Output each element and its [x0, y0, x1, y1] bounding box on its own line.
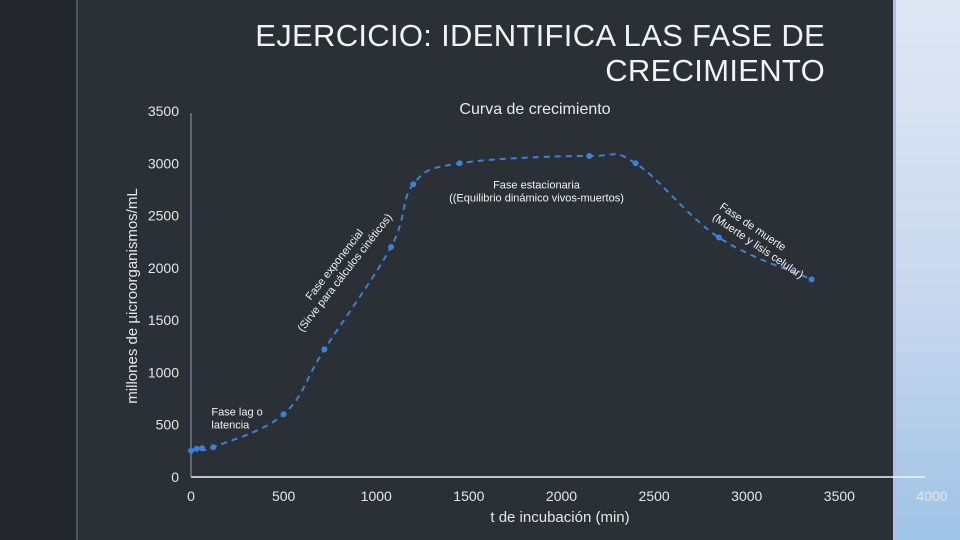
series-layer: [188, 152, 815, 454]
x-tick-label: 500: [272, 488, 296, 504]
slide-title: EJERCICIO: IDENTIFICA LAS FASE DE CRECIM…: [125, 18, 825, 88]
left-divider-line: [76, 0, 78, 540]
axis-layer: 0 500 1000 1500 2000 2500 3000 3500 0 500 1000 1500…: [148, 103, 948, 504]
data-point: [456, 160, 463, 167]
data-point: [193, 445, 200, 452]
data-point: [199, 445, 206, 452]
y-tick-label: 1000: [148, 364, 179, 380]
slide-title-line-1: EJERCICIO: IDENTIFICA LAS FASE DE: [255, 18, 825, 53]
x-tick-label: 0: [187, 488, 195, 504]
x-axis-label: t de incubación (min): [490, 509, 629, 526]
y-tick-label: 0: [171, 469, 179, 485]
phase-annotation: Fase estacionaria((Equilibrio dinámico v…: [449, 179, 624, 204]
annotation-line: (Sirve para cálculos cinéticos): [296, 212, 395, 335]
data-point: [808, 276, 815, 283]
chart-title: Curva de crecimiento: [459, 101, 610, 118]
x-tick-label: 3000: [731, 488, 762, 504]
slide-title-line-2: CRECIMIENTO: [605, 53, 825, 88]
y-tick-label: 1500: [148, 312, 179, 328]
left-decor-band: [0, 0, 78, 540]
x-tick-label: 2000: [546, 488, 577, 504]
x-tick-label: 1000: [361, 488, 392, 504]
y-tick-label: 500: [156, 417, 180, 433]
right-decor-band: [895, 0, 960, 540]
data-point: [280, 411, 287, 418]
y-tick-label: 3000: [148, 155, 179, 171]
y-tick-label: 3500: [148, 103, 179, 119]
data-point: [188, 447, 194, 454]
annotation-line: (Muerte y lisis celular): [710, 212, 805, 282]
data-point: [632, 160, 639, 167]
data-point: [715, 234, 722, 241]
x-tick-label: 2500: [639, 488, 670, 504]
annotation-line: latencia: [211, 419, 250, 431]
x-tick-label: 1500: [453, 488, 484, 504]
x-tick-label: 4000: [916, 488, 947, 504]
data-point: [410, 181, 417, 188]
annotation-line: Fase lag o: [211, 406, 262, 418]
data-point: [388, 243, 395, 250]
data-point: [321, 346, 328, 353]
right-divider-line: [893, 0, 896, 540]
y-tick-label: 2000: [148, 260, 179, 276]
y-axis-label: millones de µicroorganismos/mL: [124, 188, 141, 403]
annotation-line: ((Equilibrio dinámico vivos-muertos): [449, 192, 624, 204]
y-tick-label: 2500: [148, 208, 179, 224]
x-tick-label: 3500: [824, 488, 855, 504]
data-point: [210, 444, 217, 451]
data-point: [586, 152, 593, 159]
annotation-line: Fase estacionaria: [493, 179, 581, 191]
